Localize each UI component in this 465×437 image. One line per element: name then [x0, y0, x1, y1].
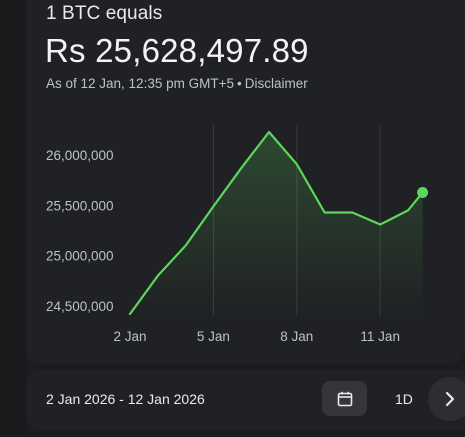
left-edge [0, 0, 26, 437]
x-tick-label: 5 Jan [197, 329, 230, 344]
price-chart[interactable]: 2 Jan 5 Jan 8 Jan 11 Jan 26,000,000 25,500,00… [0, 0, 465, 360]
separator-dot: • [236, 76, 242, 91]
as-of-line: As of 12 Jan, 12:35 pm GMT+5 • Disclaimer [46, 76, 308, 91]
current-price-marker[interactable] [417, 187, 429, 198]
interval-selector[interactable]: 1D [395, 391, 413, 407]
conversion-label: 1 BTC equals [46, 3, 163, 24]
calendar-button[interactable] [322, 381, 367, 416]
chevron-right-icon [445, 391, 455, 407]
y-tick-label: 24,500,000 [46, 299, 114, 314]
y-tick-label: 25,000,000 [46, 249, 114, 264]
next-button[interactable] [428, 377, 465, 421]
date-range-bar [26, 370, 465, 430]
x-tick-label: 11 Jan [360, 329, 400, 344]
as-of-timestamp: As of 12 Jan, 12:35 pm GMT+5 [46, 76, 234, 91]
y-tick-label: 26,000,000 [46, 148, 114, 163]
date-range-text[interactable]: 2 Jan 2026 - 12 Jan 2026 [46, 391, 205, 407]
x-tick-label: 8 Jan [280, 329, 313, 344]
converted-price: Rs 25,628,497.89 [45, 32, 309, 69]
x-tick-label: 2 Jan [113, 329, 146, 344]
price-area [130, 132, 423, 316]
y-tick-label: 25,500,000 [46, 198, 114, 213]
calendar-icon [337, 391, 352, 406]
disclaimer-link[interactable]: Disclaimer [244, 76, 308, 91]
price-line [128, 130, 424, 316]
